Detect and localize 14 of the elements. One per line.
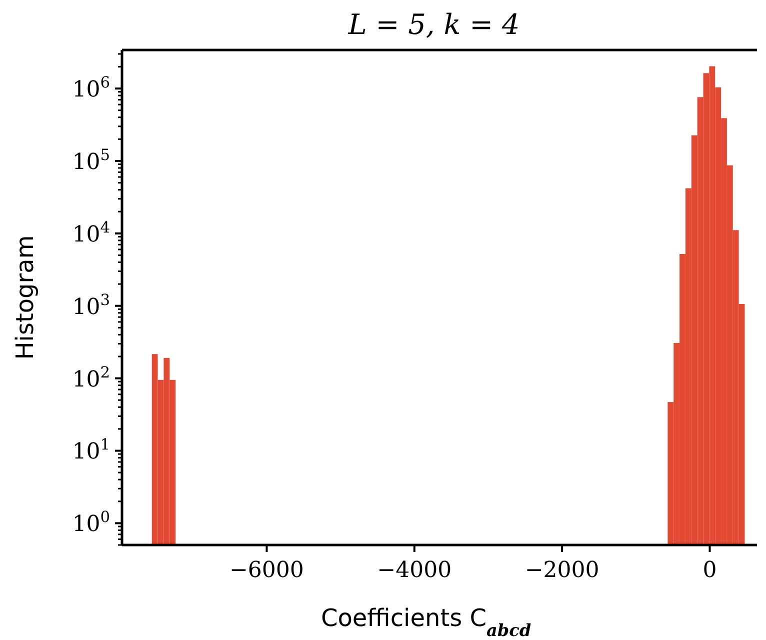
- y-tick-label: 10$^{4}$: [72, 218, 110, 248]
- y-tick-label: 10$^{2}$: [72, 363, 110, 392]
- x-axis-title: Coefficients C$_{abcd}$: [320, 604, 532, 640]
- x-tick-label: −6000: [230, 558, 304, 583]
- y-tick-label: 10$^{3}$: [72, 290, 110, 320]
- y-tick-label: 10$^{0}$: [72, 508, 110, 538]
- y-tick-label: 10$^{1}$: [72, 436, 110, 465]
- y-tick-label: 10$^{6}$: [72, 74, 110, 103]
- x-tick-label: −4000: [377, 558, 452, 583]
- y-axis-title: Histogram: [11, 235, 39, 360]
- y-tick-label: 10$^{5}$: [72, 146, 110, 175]
- chart-title: L = 5, k = 4: [347, 8, 520, 41]
- x-tick-label: 0: [702, 558, 717, 583]
- x-tick-label: −2000: [524, 558, 600, 583]
